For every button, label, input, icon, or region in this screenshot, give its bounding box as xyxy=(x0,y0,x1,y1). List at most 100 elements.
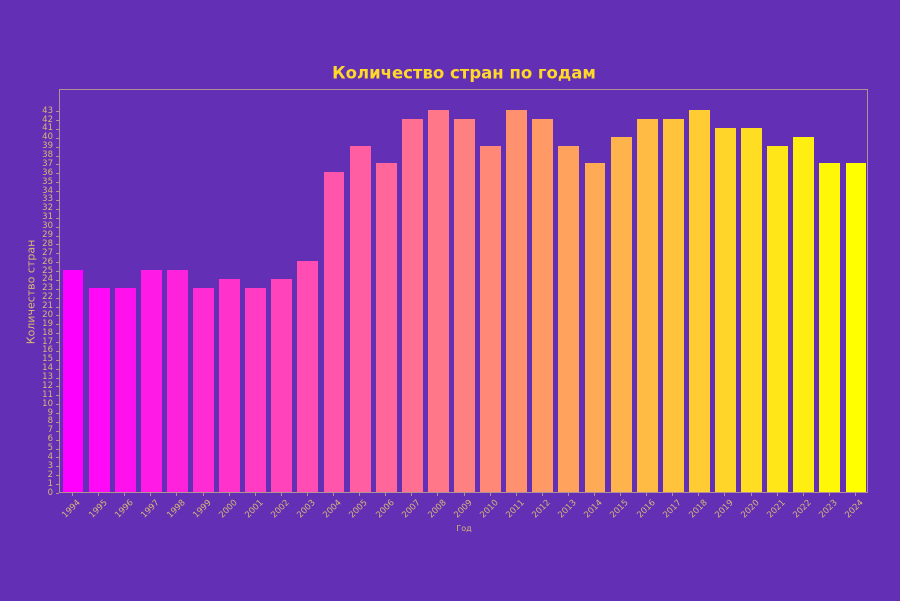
y-tick-mark xyxy=(56,342,59,344)
bar-2004 xyxy=(323,172,345,492)
y-tick-mark xyxy=(56,226,59,228)
y-tick-label: 42 xyxy=(42,114,53,125)
y-tick-mark xyxy=(56,173,59,175)
bar-2002 xyxy=(271,278,293,492)
bar-2022 xyxy=(793,136,815,492)
y-tick-label: 26 xyxy=(42,256,53,267)
y-tick-label: 35 xyxy=(42,176,53,187)
bar-2020 xyxy=(741,127,762,492)
y-tick-mark xyxy=(56,439,59,441)
x-tick-mark xyxy=(72,493,74,496)
x-tick-mark xyxy=(411,493,413,496)
x-tick-mark xyxy=(463,493,465,496)
y-tick-mark xyxy=(56,333,59,335)
y-tick-mark xyxy=(56,377,59,379)
x-tick-label: 1997 xyxy=(139,498,162,521)
x-tick-label: 2008 xyxy=(426,498,449,521)
x-tick-label: 2024 xyxy=(843,498,867,521)
y-tick-label: 25 xyxy=(42,265,53,276)
x-tick-mark xyxy=(202,493,204,496)
y-tick-label: 23 xyxy=(42,283,53,294)
bar-1997 xyxy=(140,270,162,492)
y-tick-mark xyxy=(56,306,59,308)
y-tick-mark xyxy=(56,350,59,352)
x-tick-mark xyxy=(698,493,700,496)
y-tick-label: 28 xyxy=(42,238,53,249)
y-tick-label: 11 xyxy=(42,389,53,400)
y-tick-mark xyxy=(56,359,59,361)
x-tick-mark xyxy=(124,493,126,496)
y-tick-label: 2 xyxy=(47,469,53,480)
y-tick-label: 9 xyxy=(47,407,53,418)
y-tick-mark xyxy=(56,386,59,388)
y-tick-mark xyxy=(56,120,59,122)
x-tick-label: 1999 xyxy=(191,498,214,521)
bar-2010 xyxy=(480,145,502,492)
x-tick-mark xyxy=(646,493,648,496)
chart-title: Количество стран по годам xyxy=(332,63,596,83)
x-tick-mark xyxy=(280,493,282,496)
y-tick-mark xyxy=(56,235,59,237)
x-tick-mark xyxy=(593,493,595,496)
y-tick-mark xyxy=(56,484,59,486)
y-tick-mark xyxy=(56,191,59,193)
bar-2015 xyxy=(610,136,632,492)
x-tick-mark xyxy=(228,493,230,496)
x-tick-mark xyxy=(802,493,804,496)
y-tick-mark xyxy=(56,244,59,246)
y-tick-label: 6 xyxy=(47,434,53,445)
y-tick-label: 22 xyxy=(42,292,53,303)
bar-2006 xyxy=(375,163,397,492)
x-tick-label: 2000 xyxy=(217,498,240,521)
x-tick-mark xyxy=(776,493,778,496)
y-tick-mark xyxy=(56,457,59,459)
x-tick-mark xyxy=(828,493,830,496)
bar-2009 xyxy=(454,119,475,492)
x-tick-label: 2014 xyxy=(582,498,606,521)
x-tick-mark xyxy=(724,493,726,496)
x-tick-label: 2021 xyxy=(765,498,788,521)
y-tick-mark xyxy=(56,395,59,397)
x-tick-mark xyxy=(620,493,622,496)
y-tick-label: 10 xyxy=(42,398,53,409)
x-tick-label: 2007 xyxy=(400,498,423,521)
x-tick-mark xyxy=(306,493,308,496)
x-tick-mark xyxy=(750,493,752,496)
y-tick-mark xyxy=(56,208,59,210)
x-tick-mark xyxy=(489,493,491,496)
plot-area xyxy=(59,89,868,493)
x-tick-label: 2016 xyxy=(634,498,658,521)
x-tick-mark xyxy=(333,493,335,496)
bar-2021 xyxy=(767,145,789,492)
y-tick-mark xyxy=(56,288,59,290)
y-tick-label: 17 xyxy=(42,336,53,347)
y-tick-label: 3 xyxy=(47,460,53,471)
bar-2024 xyxy=(845,163,867,492)
y-tick-label: 34 xyxy=(42,185,53,196)
y-tick-label: 43 xyxy=(42,105,53,116)
x-tick-label: 2010 xyxy=(478,498,501,521)
y-tick-label: 38 xyxy=(42,150,53,161)
y-tick-mark xyxy=(56,146,59,148)
bar-1994 xyxy=(62,270,84,492)
x-tick-mark xyxy=(515,493,517,496)
x-tick-label: 2018 xyxy=(687,498,710,521)
y-tick-mark xyxy=(56,271,59,273)
y-tick-label: 0 xyxy=(47,487,53,498)
y-tick-mark xyxy=(56,182,59,184)
y-tick-mark xyxy=(56,128,59,130)
bar-2001 xyxy=(245,287,267,492)
x-tick-label: 2006 xyxy=(373,498,397,521)
y-tick-label: 32 xyxy=(42,203,53,214)
x-tick-label: 1996 xyxy=(112,498,136,521)
y-tick-mark xyxy=(56,493,59,494)
y-tick-label: 12 xyxy=(42,380,53,391)
bar-2014 xyxy=(584,163,606,492)
y-tick-mark xyxy=(56,475,59,477)
x-tick-mark xyxy=(150,493,152,496)
x-tick-label: 1994 xyxy=(60,498,84,521)
x-tick-mark xyxy=(254,493,256,496)
bar-2005 xyxy=(349,145,371,492)
x-tick-mark xyxy=(176,493,178,496)
y-tick-label: 5 xyxy=(47,443,53,454)
